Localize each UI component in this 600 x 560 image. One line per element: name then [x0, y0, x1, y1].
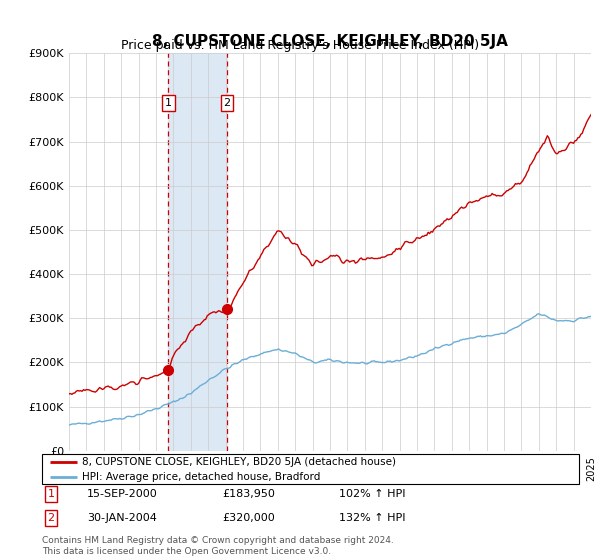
Text: 1: 1	[165, 98, 172, 108]
Text: Price paid vs. HM Land Registry's House Price Index (HPI): Price paid vs. HM Land Registry's House …	[121, 39, 479, 53]
Text: 1: 1	[47, 489, 55, 499]
Text: 132% ↑ HPI: 132% ↑ HPI	[339, 513, 406, 523]
Text: HPI: Average price, detached house, Bradford: HPI: Average price, detached house, Brad…	[82, 472, 320, 482]
Bar	[169, 53, 227, 451]
Text: 102% ↑ HPI: 102% ↑ HPI	[339, 489, 406, 499]
Text: 15-SEP-2000: 15-SEP-2000	[87, 489, 158, 499]
FancyBboxPatch shape	[42, 454, 579, 484]
Text: 30-JAN-2004: 30-JAN-2004	[87, 513, 157, 523]
Text: 2: 2	[223, 98, 230, 108]
Title: 8, CUPSTONE CLOSE, KEIGHLEY, BD20 5JA: 8, CUPSTONE CLOSE, KEIGHLEY, BD20 5JA	[152, 34, 508, 49]
Text: 2: 2	[47, 513, 55, 523]
Text: 8, CUPSTONE CLOSE, KEIGHLEY, BD20 5JA (detached house): 8, CUPSTONE CLOSE, KEIGHLEY, BD20 5JA (d…	[82, 457, 396, 467]
Text: £183,950: £183,950	[222, 489, 275, 499]
Text: Contains HM Land Registry data © Crown copyright and database right 2024.
This d: Contains HM Land Registry data © Crown c…	[42, 536, 394, 556]
Text: £320,000: £320,000	[222, 513, 275, 523]
